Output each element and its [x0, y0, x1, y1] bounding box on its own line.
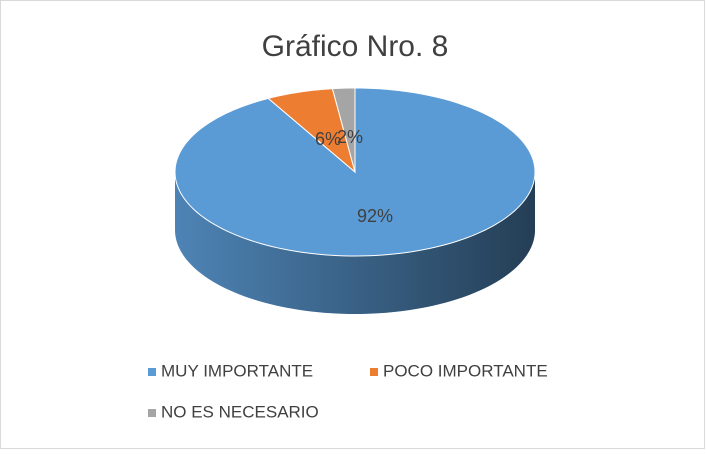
legend-swatch	[148, 368, 156, 376]
legend-swatch	[148, 409, 156, 417]
legend-label: NO ES NECESARIO	[161, 402, 319, 421]
data-label: 6%	[315, 129, 341, 149]
slice	[267, 88, 356, 174]
slice	[331, 87, 356, 173]
legend-swatch	[370, 368, 378, 376]
legend-label: MUY IMPORTANTE	[161, 361, 313, 380]
legend-label: POCO IMPORTANTE	[383, 361, 548, 380]
chart-title: Gráfico Nro. 8	[262, 30, 449, 63]
data-label: 92%	[357, 206, 393, 226]
slice-side-shade	[175, 172, 535, 314]
data-label: 2%	[337, 127, 363, 147]
